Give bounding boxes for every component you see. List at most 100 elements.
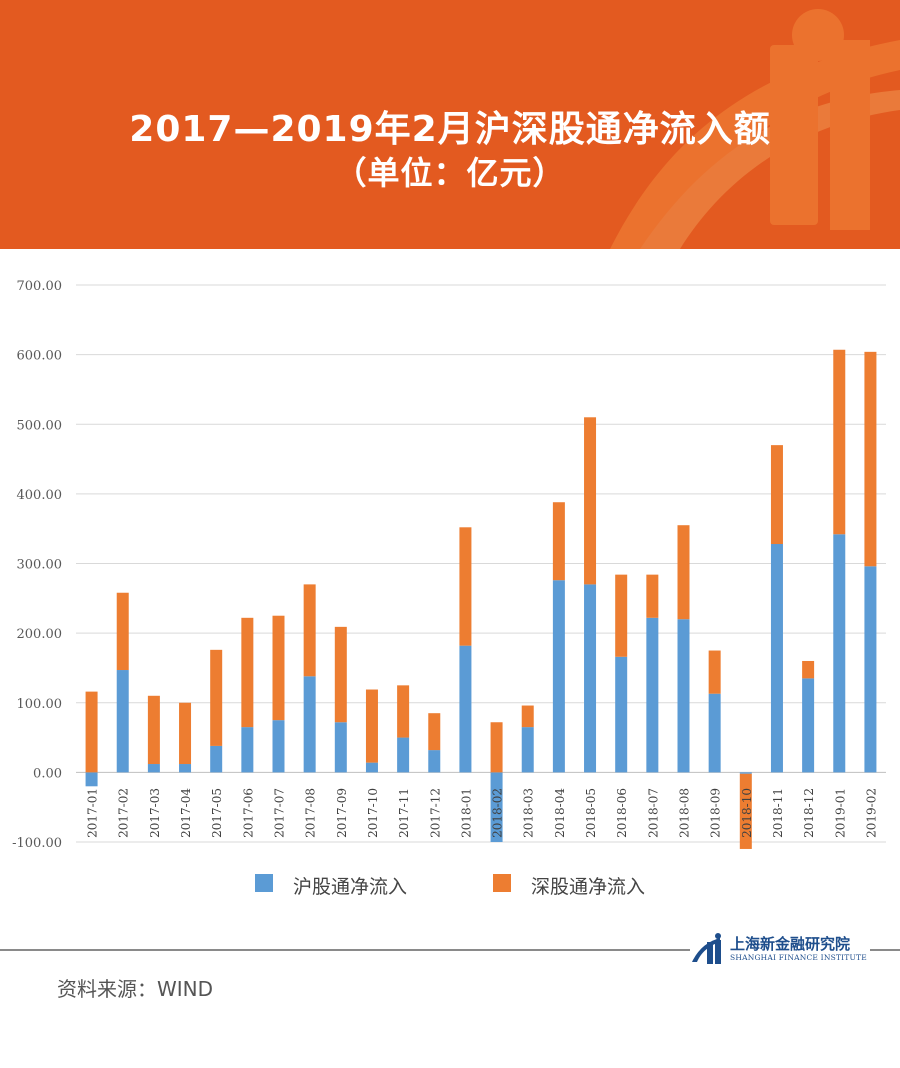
legend-swatch-shanghai	[255, 874, 273, 892]
bar-shanghai-2017-03	[147, 764, 160, 773]
x-tick-label: 2017-08	[304, 788, 318, 838]
bar-shanghai-2018-04	[552, 580, 565, 773]
bar-shanghai-2018-07	[646, 617, 659, 773]
bar-shenzhen-2018-10	[739, 773, 752, 849]
x-tick-label: 2017-01	[86, 788, 100, 838]
bar-shanghai-2018-03	[521, 727, 534, 773]
x-tick-label: 2018-11	[771, 788, 785, 838]
x-tick-label: 2017-10	[366, 788, 380, 838]
bar-shenzhen-2017-09	[334, 626, 347, 723]
bar-shanghai-2018-12	[802, 678, 815, 773]
y-tick-label: 600.00	[17, 349, 63, 364]
y-tick-label: 300.00	[17, 558, 63, 573]
bar-shanghai-2017-09	[334, 722, 347, 773]
bar-shenzhen-2017-10	[365, 689, 378, 763]
sfi-logo-icon	[692, 933, 721, 964]
bar-shanghai-2018-10	[739, 772, 752, 774]
x-tick-label: 2018-05	[584, 788, 598, 838]
x-tick-label: 2017-04	[179, 788, 193, 838]
watermark-letter-i	[770, 45, 818, 225]
bar-shanghai-2019-02	[864, 566, 877, 773]
bar-shenzhen-2017-04	[179, 702, 192, 765]
banner-background	[0, 0, 900, 249]
x-tick-label: 2017-06	[241, 788, 255, 838]
bar-shenzhen-2018-07	[646, 574, 659, 618]
bar-shenzhen-2017-02	[116, 592, 129, 671]
watermark-arc	[640, 90, 900, 249]
watermark-bar	[830, 40, 870, 230]
legend-label-shenzhen: 深股通净流入	[531, 876, 646, 898]
x-tick-label: 2017-11	[397, 788, 411, 838]
bar-shenzhen-2017-05	[210, 649, 223, 746]
bar-shanghai-2017-11	[397, 737, 410, 773]
bar-shanghai-2019-01	[833, 534, 846, 773]
bar-shanghai-2017-07	[272, 720, 285, 773]
bars	[85, 349, 877, 849]
x-tick-label: 2019-01	[833, 788, 847, 838]
bar-shanghai-2018-01	[459, 645, 472, 773]
bar-shanghai-2017-02	[116, 670, 129, 773]
bar-shanghai-2017-05	[210, 745, 223, 773]
bar-shenzhen-2018-04	[552, 502, 565, 581]
y-tick-label: 700.00	[17, 279, 63, 294]
x-tick-label: 2018-12	[802, 788, 816, 838]
bar-shenzhen-2018-08	[677, 525, 690, 620]
x-tick-label: 2018-01	[459, 788, 473, 838]
data-source-note: 资料来源：WIND	[57, 977, 214, 1001]
header-banner: 2017—2019年2月沪深股通净流入额 （单位：亿元）	[0, 0, 900, 249]
bar-shanghai-2018-06	[615, 656, 628, 773]
y-axis-tick-labels: -100.00 0.00 100.00 200.00 300.00 400.00 500.0…	[12, 279, 62, 851]
bar-shanghai-2017-12	[428, 750, 441, 773]
institute-logo: 上海新金融研究院 SHANGHAI FINANCE INSTITUTE	[690, 930, 870, 970]
bar-shenzhen-2018-03	[521, 705, 534, 728]
bar-shanghai-2017-06	[241, 727, 254, 773]
y-tick-label: 100.00	[17, 697, 63, 712]
bar-shenzhen-2018-09	[708, 650, 721, 694]
bar-shanghai-2018-05	[584, 584, 597, 773]
x-tick-label: 2018-08	[678, 788, 692, 838]
x-tick-label: 2019-02	[864, 788, 878, 838]
bar-shanghai-2018-09	[708, 693, 721, 773]
logo-subtitle: SHANGHAI FINANCE INSTITUTE	[730, 953, 867, 962]
x-tick-label: 2017-09	[335, 788, 349, 838]
logo-name: 上海新金融研究院	[730, 935, 851, 953]
x-tick-label: 2017-05	[210, 788, 224, 838]
bar-shanghai-2018-08	[677, 619, 690, 773]
bar-shanghai-2018-11	[770, 544, 783, 773]
bar-shenzhen-2017-11	[397, 685, 410, 738]
bar-shenzhen-2019-02	[864, 351, 877, 567]
bar-shanghai-2018-02	[490, 772, 503, 842]
bar-shenzhen-2017-07	[272, 615, 285, 721]
x-tick-label: 2018-04	[553, 788, 567, 838]
chart-title: 2017—2019年2月沪深股通净流入额	[129, 109, 771, 150]
x-tick-label: 2018-02	[491, 788, 505, 838]
bar-shenzhen-2017-06	[241, 617, 254, 728]
bar-shenzhen-2018-06	[615, 574, 628, 657]
x-tick-label: 2017-07	[273, 788, 287, 838]
bar-shenzhen-2017-08	[303, 584, 316, 677]
y-tick-label: 400.00	[17, 488, 63, 503]
x-tick-label: 2017-03	[148, 788, 162, 838]
x-tick-label: 2017-02	[117, 788, 131, 838]
bar-shenzhen-2017-01	[85, 691, 98, 773]
legend-label-shanghai: 沪股通净流入	[293, 876, 408, 898]
chart-legend: 沪股通净流入 深股通净流入	[0, 866, 900, 902]
bar-shenzhen-2017-12	[428, 713, 441, 751]
bar-shenzhen-2018-05	[584, 417, 597, 585]
bar-shenzhen-2019-01	[833, 349, 846, 535]
y-tick-label: 500.00	[17, 418, 63, 433]
x-tick-label: 2018-03	[522, 788, 536, 838]
x-tick-label: 2017-12	[428, 788, 442, 838]
x-tick-label: 2018-09	[709, 788, 723, 838]
x-tick-label: 2018-10	[740, 788, 754, 838]
bar-shanghai-2017-01	[85, 772, 98, 787]
bar-shenzhen-2017-03	[147, 695, 160, 765]
y-tick-label: 200.00	[17, 627, 63, 642]
x-tick-label: 2018-07	[646, 788, 660, 838]
bar-shenzhen-2018-11	[770, 445, 783, 545]
footer-divider	[0, 949, 900, 951]
x-axis-tick-labels: 2017-01 2017-02 2017-03 2017-04 2017-05 2017-…	[86, 788, 879, 838]
y-tick-label: 0.00	[33, 766, 62, 781]
x-tick-label: 2018-06	[615, 788, 629, 838]
y-tick-label: -100.00	[12, 836, 62, 851]
